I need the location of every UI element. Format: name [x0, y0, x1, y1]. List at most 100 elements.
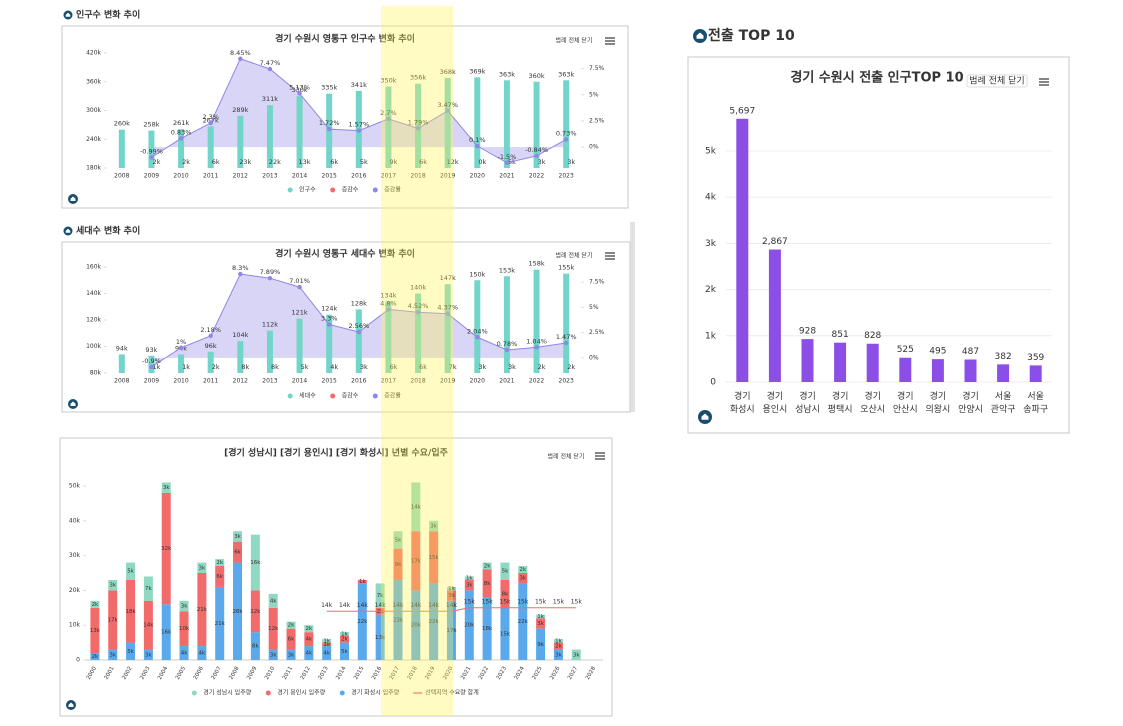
rate-point: [534, 153, 539, 159]
rate-point: [563, 340, 569, 346]
legend-item[interactable]: 경기 화성시 입주량: [339, 689, 400, 697]
bar-value-label: 153k: [499, 266, 515, 274]
segment-value-label: 16k: [161, 630, 172, 636]
legend-symbol: [330, 187, 336, 193]
legend-item[interactable]: 증감수: [330, 393, 359, 400]
bar-segment: [536, 614, 546, 619]
segment-value-label: 18k: [482, 626, 493, 632]
y2-tick-label: 0%: [589, 354, 599, 361]
x-tick-label: 2008: [114, 378, 129, 385]
bar-value-label: 93k: [145, 346, 157, 354]
bar: [178, 354, 185, 373]
y2-tick-label: 5%: [589, 91, 599, 98]
demand-value-label: 15k: [464, 598, 476, 605]
legend-button[interactable]: 범례 전체 닫기: [969, 75, 1024, 87]
legend-item[interactable]: 경기 성남시 입주량: [191, 689, 252, 697]
legend-button-frame[interactable]: [552, 250, 596, 262]
legend-item[interactable]: 증감률: [372, 187, 402, 194]
legend-item[interactable]: 인구수: [287, 187, 317, 194]
segment-value-label: 1k: [555, 638, 562, 644]
legend-item[interactable]: 선택지역 수요량 합계: [413, 689, 479, 697]
bar: [1029, 365, 1042, 382]
rate-area: [151, 274, 567, 367]
bar-value-label: 495: [929, 347, 946, 357]
y-tick-label: 180k: [86, 165, 101, 172]
change-value-label: 6k: [389, 363, 397, 371]
bar-segment: [250, 590, 260, 633]
home-icon-glyph: [65, 12, 71, 17]
x-tick-label: 2022: [529, 173, 544, 180]
x-tick-label: 2008: [114, 173, 129, 180]
y-tick-label: 2k: [705, 285, 717, 295]
bar: [296, 318, 303, 373]
bar-value-label: 928: [799, 327, 816, 337]
legend-symbol: [191, 690, 197, 696]
bar-segment: [233, 531, 243, 542]
change-value-label: 2k: [212, 363, 220, 371]
segment-value-label: 9k: [537, 642, 544, 648]
bar: [801, 339, 814, 382]
legend-button-frame[interactable]: [966, 74, 1028, 88]
change-value-label: 8k: [241, 363, 249, 371]
bar: [326, 314, 333, 373]
rate-point: [208, 120, 213, 126]
bar-segment: [304, 632, 314, 647]
rate-value-label: 5.13%: [289, 83, 310, 91]
bar-value-label: 828: [864, 331, 881, 341]
legend-button-frame[interactable]: [544, 451, 588, 463]
legend-item[interactable]: 증감수: [330, 187, 359, 194]
rate-point: [356, 128, 362, 133]
segment-value-label: 3k: [288, 652, 295, 658]
x-tick-label: 2013: [262, 378, 277, 385]
bar-segment: [197, 646, 207, 660]
rate-point: [475, 335, 480, 340]
legend-button[interactable]: 범례 전체 닫기: [556, 37, 593, 45]
segment-value-label: 21k: [197, 607, 208, 613]
legend-label: 경기 화성시 입주량: [351, 689, 399, 697]
legend-label: 경기 성남시 입주량: [203, 689, 251, 697]
bar-value-label: 134k: [380, 291, 396, 299]
segment-value-label: 4k: [270, 598, 277, 604]
y-tick-label: 5k: [705, 146, 717, 156]
bar: [997, 364, 1010, 382]
y2-tick-label: 2.5%: [589, 329, 605, 336]
legend-button[interactable]: 범례 전체 닫기: [556, 252, 593, 260]
bar-value-label: 150k: [469, 270, 485, 278]
rate-value-label: -0.9%: [142, 357, 161, 365]
rate-value-label: 4.52%: [408, 302, 429, 310]
x-tick-label: 2012: [233, 173, 248, 180]
rate-value-label: 3.3%: [321, 315, 338, 323]
bar-segment: [464, 576, 474, 580]
rate-value-label: 2.56%: [348, 322, 369, 330]
legend-item[interactable]: 경기 용인시 입주량: [265, 689, 326, 697]
home-icon-glyph: [70, 196, 76, 201]
rate-value-label: 7.01%: [289, 277, 310, 285]
bar: [503, 80, 510, 168]
bar-segment: [340, 632, 349, 636]
rate-point: [238, 271, 243, 277]
segment-value-label: 20k: [464, 623, 475, 629]
legend-button[interactable]: 범례 전체 닫기: [548, 453, 585, 461]
bar: [736, 118, 749, 382]
segment-value-label: 10k: [179, 626, 190, 632]
segment-value-label: 3k: [234, 534, 241, 540]
bar-value-label: 128k: [351, 299, 367, 307]
legend-symbol: [287, 393, 293, 399]
change-value-label: 8k: [271, 363, 279, 371]
bar: [503, 276, 510, 373]
legend-button-frame[interactable]: [552, 35, 596, 47]
x-tick-label: 2012: [233, 378, 248, 385]
x-tick-label: 2017: [381, 378, 396, 385]
x-tick-label: 2010: [173, 173, 188, 180]
legend-item[interactable]: 증감률: [372, 393, 402, 400]
bar-segment: [215, 586, 225, 660]
segment-value-label: 4k: [181, 651, 188, 657]
rate-value-label: 1.79%: [408, 118, 429, 126]
x-tick-label: 경기 화성시: [730, 390, 755, 415]
legend-item[interactable]: 세대수: [287, 392, 317, 400]
segment-value-label: 3k: [270, 652, 277, 658]
rate-point: [149, 155, 154, 160]
segment-value-label: 12k: [250, 609, 261, 615]
bar-value-label: 112k: [262, 321, 278, 329]
